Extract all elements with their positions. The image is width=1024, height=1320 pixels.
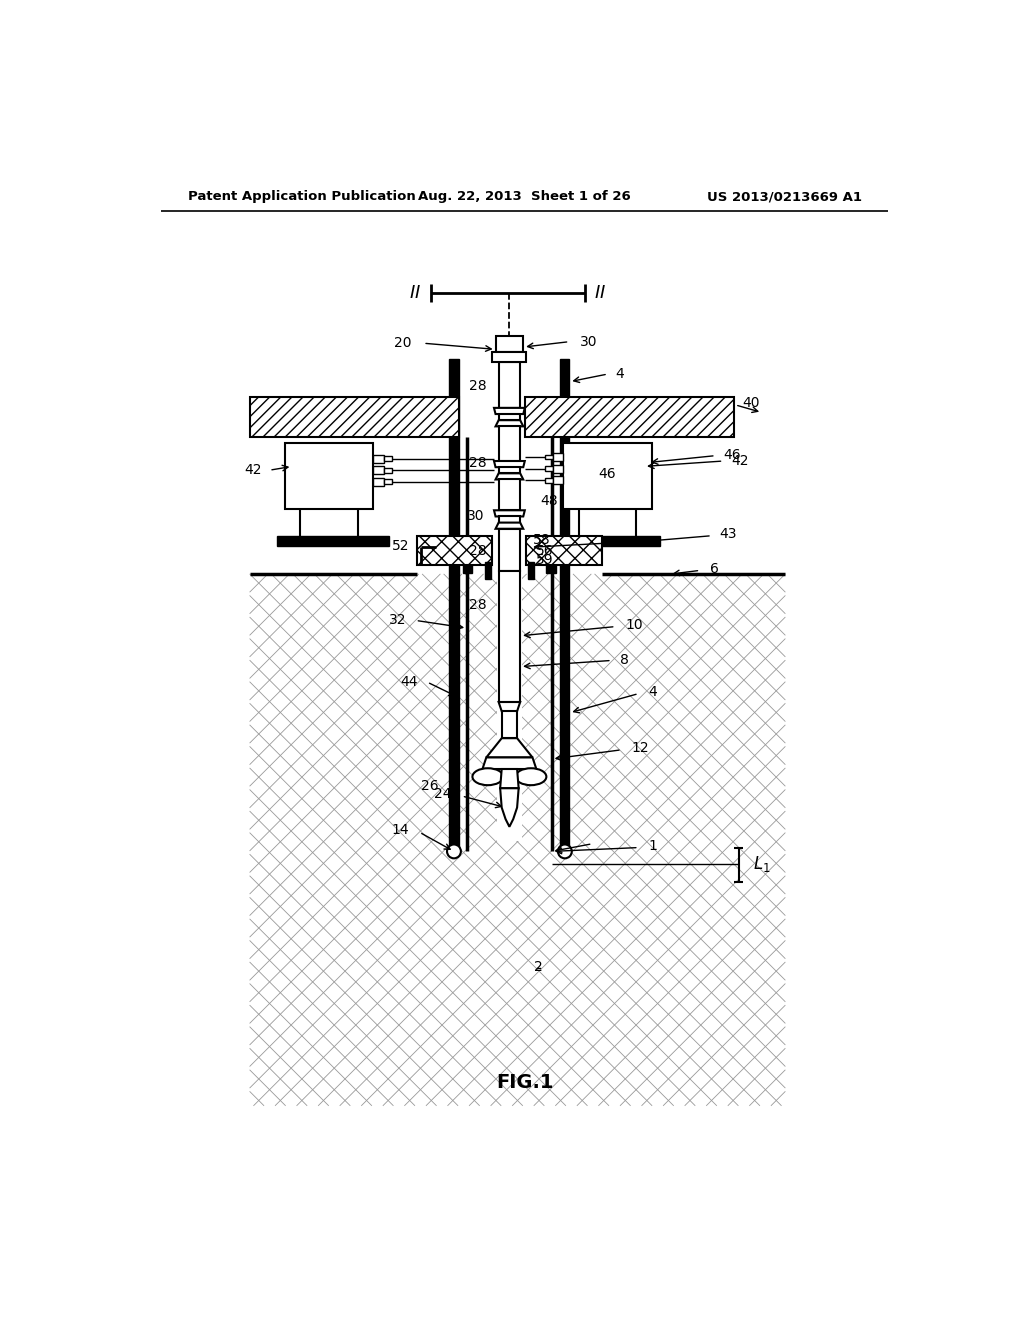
Text: 4: 4 (648, 685, 656, 700)
Bar (553, 453, 563, 461)
Text: 1: 1 (648, 840, 656, 853)
Polygon shape (494, 461, 524, 467)
Bar (463, 565, 472, 573)
Text: 46: 46 (724, 447, 741, 462)
Polygon shape (500, 770, 518, 788)
Bar (499, 467, 520, 474)
Bar (450, 359, 459, 851)
Text: 28: 28 (469, 598, 486, 612)
Text: 28: 28 (469, 379, 486, 392)
Text: 43: 43 (720, 527, 737, 541)
Bar (384, 457, 391, 461)
Text: 6: 6 (710, 562, 719, 576)
Bar (496, 335, 523, 352)
Bar (526, 536, 602, 565)
Bar (373, 455, 384, 462)
Bar (499, 529, 520, 572)
Bar (499, 362, 520, 408)
Circle shape (558, 845, 571, 858)
Bar (545, 466, 553, 471)
Bar (499, 572, 520, 702)
Text: 30: 30 (467, 510, 484, 524)
Text: 40: 40 (742, 396, 760, 411)
Text: 50: 50 (639, 535, 656, 549)
Text: 28: 28 (469, 544, 486, 558)
Polygon shape (494, 408, 524, 414)
Bar (373, 466, 384, 474)
Text: 46: 46 (598, 467, 616, 480)
Text: 8: 8 (620, 653, 629, 668)
Bar (545, 478, 553, 483)
Polygon shape (496, 523, 523, 529)
Bar (547, 565, 556, 573)
Text: 14: 14 (391, 822, 410, 837)
Text: US 2013/0213669 A1: US 2013/0213669 A1 (707, 190, 862, 203)
Ellipse shape (515, 768, 547, 785)
Bar (384, 469, 391, 473)
Text: 24: 24 (434, 788, 452, 801)
Polygon shape (486, 738, 532, 758)
Bar (499, 479, 520, 511)
Text: 56: 56 (537, 544, 554, 558)
Bar (484, 562, 490, 579)
Text: 42: 42 (244, 463, 261, 478)
Polygon shape (482, 758, 537, 770)
Text: 58: 58 (532, 533, 550, 548)
Bar (553, 477, 563, 484)
Text: $\mathit{II}$: $\mathit{II}$ (410, 284, 422, 302)
Text: 52: 52 (392, 540, 410, 553)
Bar (548, 536, 659, 546)
Text: $\mathit{II}$: $\mathit{II}$ (594, 284, 606, 302)
Text: 42: 42 (731, 454, 749, 469)
Bar (497, 572, 521, 841)
Text: FIG.1: FIG.1 (496, 1073, 554, 1092)
Text: 59: 59 (537, 553, 554, 568)
Text: 26: 26 (421, 779, 438, 793)
Text: 32: 32 (389, 614, 407, 627)
Ellipse shape (472, 768, 503, 785)
Text: Patent Application Publication: Patent Application Publication (188, 190, 416, 203)
Text: 44: 44 (400, 675, 418, 689)
Bar (417, 536, 493, 565)
Text: 20: 20 (394, 337, 412, 350)
Polygon shape (496, 474, 523, 479)
Bar (373, 478, 384, 486)
Polygon shape (496, 420, 523, 426)
Bar (250, 397, 460, 437)
Polygon shape (500, 788, 518, 826)
Text: 30: 30 (580, 335, 597, 348)
Text: 10: 10 (626, 618, 643, 632)
Bar (563, 444, 652, 508)
Bar (502, 711, 517, 738)
Bar (499, 426, 520, 461)
Bar (545, 455, 553, 459)
Circle shape (447, 845, 461, 858)
Polygon shape (499, 702, 520, 711)
Bar (499, 414, 520, 420)
Text: 28: 28 (469, 455, 486, 470)
Bar (524, 397, 734, 437)
Text: Aug. 22, 2013  Sheet 1 of 26: Aug. 22, 2013 Sheet 1 of 26 (419, 190, 631, 203)
Text: 12: 12 (631, 742, 648, 755)
Bar (493, 352, 526, 362)
Text: 2: 2 (535, 960, 543, 974)
Text: 22: 22 (501, 770, 518, 784)
Text: 4: 4 (615, 367, 625, 381)
Bar (499, 516, 520, 523)
Polygon shape (494, 511, 524, 516)
Bar (553, 465, 563, 473)
Bar (384, 479, 391, 484)
Text: $L_1$: $L_1$ (753, 854, 770, 874)
Bar (276, 536, 388, 546)
Text: 48: 48 (541, 494, 558, 508)
Bar (528, 562, 535, 579)
Bar (285, 444, 373, 508)
Bar (560, 359, 569, 851)
